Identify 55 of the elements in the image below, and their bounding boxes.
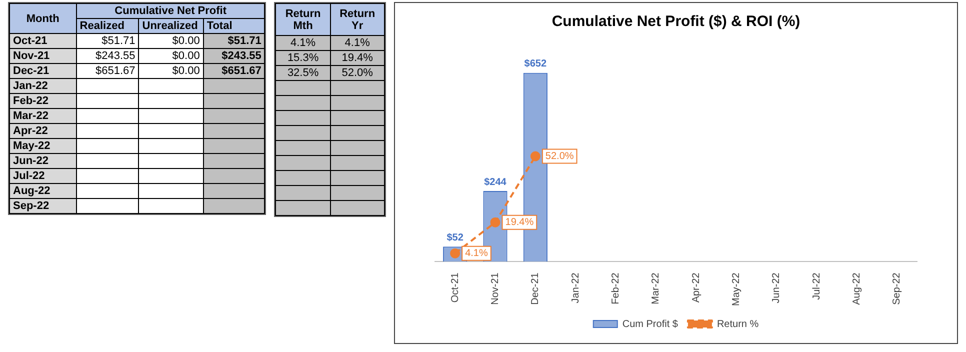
category-label: Mar-22	[13, 110, 48, 122]
text: $0.00	[172, 65, 200, 77]
text: $651.67	[222, 65, 262, 77]
category-label: Return Yr	[330, 4, 384, 36]
legend-label: Return %	[716, 318, 759, 330]
category-label: Jul-22	[13, 170, 45, 182]
text: $651.67	[96, 65, 136, 77]
x-tick-label: Mar-22	[650, 272, 662, 304]
data-label: $652	[524, 58, 547, 70]
category-label: Realized	[76, 18, 139, 34]
text: $0.00	[172, 50, 200, 62]
data-label: 19.4%	[505, 217, 534, 228]
text: $243.55	[96, 50, 136, 62]
x-tick-label: May-22	[731, 272, 742, 306]
text: $51.71	[102, 35, 136, 47]
x-tick-label: Jun-22	[771, 272, 782, 304]
x-tick-label: Dec-21	[530, 272, 542, 305]
category-label: Return Mth	[276, 4, 330, 36]
category-label: Oct-21	[13, 35, 48, 47]
x-tick-label: Nov-21	[490, 272, 501, 305]
text: $51.71	[228, 35, 262, 47]
text: Month	[10, 4, 76, 34]
x-tick-label: Jul-22	[811, 272, 822, 300]
chart-title: Cumulative Net Profit ($) & ROI (%)	[552, 13, 800, 30]
x-tick-label: Sep-22	[892, 272, 903, 305]
category-label: Unrealized	[138, 18, 204, 34]
x-tick-label: Aug-22	[852, 272, 862, 305]
legend-label: Cum Profit $	[622, 318, 678, 330]
data-label: 52.0%	[545, 151, 574, 162]
category-label: May-22	[13, 140, 50, 152]
category-label: Dec-21	[13, 65, 50, 77]
data-label: 4.1%	[465, 248, 488, 260]
text: 52.0%	[342, 67, 373, 79]
text: 15.3%	[287, 52, 319, 64]
category-label: Total	[203, 18, 265, 34]
category-label: Apr-22	[13, 125, 48, 137]
text: $243.55	[222, 50, 262, 62]
text: 4.1%	[290, 37, 316, 49]
data-label: $244	[484, 176, 507, 188]
x-tick-label: Feb-22	[610, 272, 622, 304]
x-tick-label: Jan-22	[570, 272, 582, 304]
x-tick-label: Oct-21	[450, 272, 461, 303]
text: Cumulative Net Profit	[76, 4, 265, 18]
text: 4.1%	[344, 37, 370, 49]
category-label: Jan-22	[13, 80, 48, 92]
x-tick-label: Apr-22	[690, 272, 702, 303]
data-label: $52	[446, 232, 464, 244]
text: 32.5%	[287, 67, 319, 79]
category-label: Aug-22	[13, 185, 50, 197]
text: 19.4%	[342, 52, 373, 64]
text: $0.00	[172, 35, 200, 47]
category-label: Sep-22	[13, 200, 50, 212]
category-label: Feb-22	[13, 95, 48, 107]
category-label: Jun-22	[13, 155, 48, 167]
category-label: Nov-21	[13, 50, 50, 62]
